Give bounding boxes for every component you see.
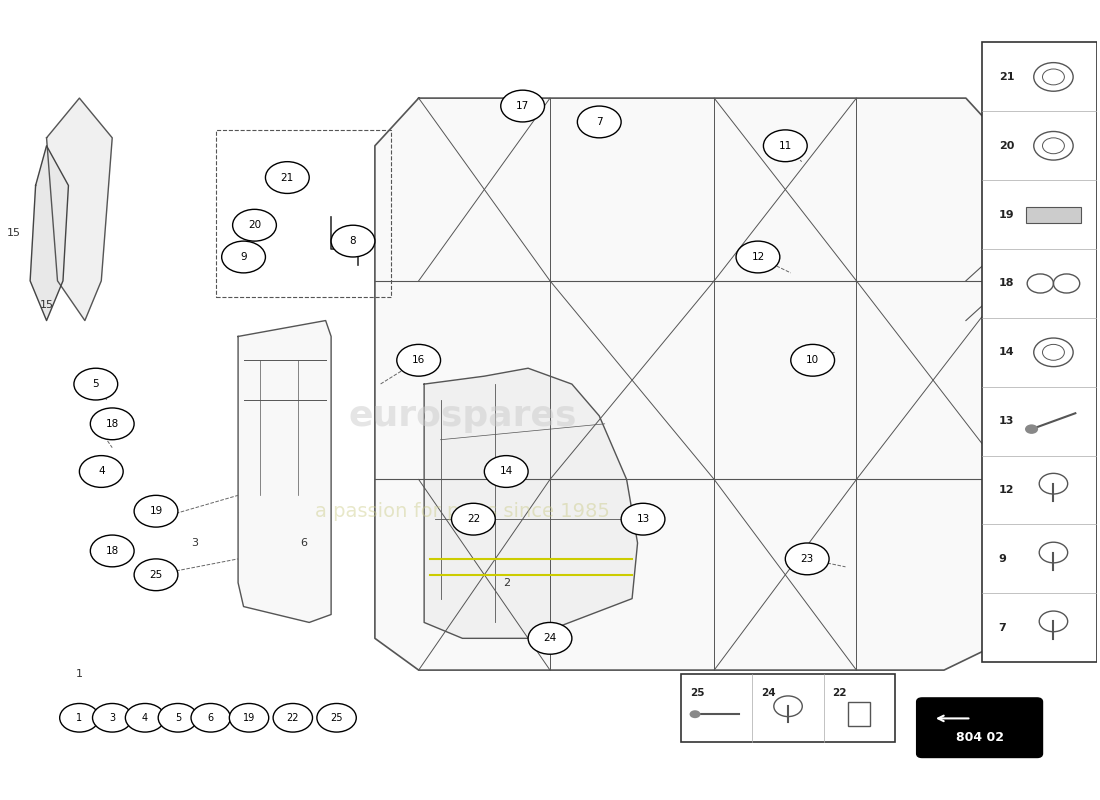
Circle shape bbox=[74, 368, 118, 400]
Text: 18: 18 bbox=[106, 546, 119, 556]
Text: 20: 20 bbox=[999, 141, 1014, 150]
Text: 25: 25 bbox=[150, 570, 163, 580]
Text: 12: 12 bbox=[999, 485, 1014, 495]
Text: 1: 1 bbox=[76, 669, 82, 679]
Text: 7: 7 bbox=[596, 117, 603, 127]
Circle shape bbox=[736, 241, 780, 273]
Text: 19: 19 bbox=[999, 210, 1014, 220]
Circle shape bbox=[791, 344, 835, 376]
FancyBboxPatch shape bbox=[916, 698, 1043, 758]
Text: 24: 24 bbox=[543, 634, 557, 643]
Circle shape bbox=[90, 408, 134, 440]
Text: 17: 17 bbox=[516, 101, 529, 111]
Text: 22: 22 bbox=[833, 688, 847, 698]
Circle shape bbox=[621, 503, 664, 535]
Text: 14: 14 bbox=[499, 466, 513, 477]
Circle shape bbox=[578, 106, 621, 138]
Text: 15: 15 bbox=[40, 300, 54, 310]
Text: 10: 10 bbox=[806, 355, 820, 366]
Text: 3: 3 bbox=[109, 713, 116, 722]
Circle shape bbox=[222, 241, 265, 273]
Circle shape bbox=[59, 703, 99, 732]
Text: 25: 25 bbox=[330, 713, 343, 722]
Circle shape bbox=[317, 703, 356, 732]
Text: 18: 18 bbox=[999, 278, 1014, 289]
Text: 804 02: 804 02 bbox=[956, 731, 1003, 744]
Bar bbox=[217, 130, 392, 297]
Bar bbox=[681, 674, 894, 742]
Polygon shape bbox=[238, 321, 331, 622]
Text: 22: 22 bbox=[466, 514, 480, 524]
Circle shape bbox=[134, 495, 178, 527]
Bar bbox=[1026, 206, 1081, 222]
Circle shape bbox=[125, 703, 165, 732]
Text: 11: 11 bbox=[779, 141, 792, 150]
Circle shape bbox=[763, 130, 807, 162]
Text: 9: 9 bbox=[240, 252, 246, 262]
Circle shape bbox=[785, 543, 829, 574]
Text: 9: 9 bbox=[999, 554, 1007, 564]
Text: 6: 6 bbox=[300, 538, 307, 548]
Circle shape bbox=[90, 535, 134, 567]
Text: 6: 6 bbox=[208, 713, 213, 722]
Text: 3: 3 bbox=[190, 538, 198, 548]
Text: 2: 2 bbox=[503, 578, 509, 588]
Text: eurospares: eurospares bbox=[349, 399, 576, 433]
Text: 16: 16 bbox=[412, 355, 426, 366]
Polygon shape bbox=[46, 98, 112, 321]
Text: a passion for parts since 1985: a passion for parts since 1985 bbox=[315, 502, 609, 521]
Text: 21: 21 bbox=[999, 72, 1014, 82]
Text: 18: 18 bbox=[106, 419, 119, 429]
Text: 22: 22 bbox=[287, 713, 299, 722]
Circle shape bbox=[273, 703, 312, 732]
Text: 15: 15 bbox=[7, 228, 21, 238]
Circle shape bbox=[232, 210, 276, 241]
Text: 13: 13 bbox=[999, 416, 1014, 426]
Circle shape bbox=[265, 162, 309, 194]
Circle shape bbox=[451, 503, 495, 535]
Text: 19: 19 bbox=[243, 713, 255, 722]
Text: 21: 21 bbox=[280, 173, 294, 182]
Circle shape bbox=[1025, 424, 1038, 434]
Polygon shape bbox=[30, 146, 68, 321]
Circle shape bbox=[690, 710, 701, 718]
Text: 5: 5 bbox=[92, 379, 99, 389]
Polygon shape bbox=[375, 98, 1010, 670]
Circle shape bbox=[79, 456, 123, 487]
Text: 25: 25 bbox=[690, 688, 705, 698]
Text: 13: 13 bbox=[637, 514, 650, 524]
Text: 4: 4 bbox=[142, 713, 148, 722]
Circle shape bbox=[484, 456, 528, 487]
Text: 5: 5 bbox=[175, 713, 182, 722]
Text: 1: 1 bbox=[76, 713, 82, 722]
Text: 23: 23 bbox=[801, 554, 814, 564]
Circle shape bbox=[92, 703, 132, 732]
Bar bbox=[848, 702, 870, 726]
Circle shape bbox=[158, 703, 198, 732]
Circle shape bbox=[191, 703, 230, 732]
Text: 19: 19 bbox=[150, 506, 163, 516]
Circle shape bbox=[229, 703, 268, 732]
Circle shape bbox=[397, 344, 441, 376]
Text: 24: 24 bbox=[761, 688, 776, 698]
Text: 12: 12 bbox=[751, 252, 764, 262]
Text: 8: 8 bbox=[350, 236, 356, 246]
Polygon shape bbox=[425, 368, 638, 638]
Circle shape bbox=[500, 90, 544, 122]
Text: 7: 7 bbox=[999, 622, 1007, 633]
Circle shape bbox=[528, 622, 572, 654]
Text: 20: 20 bbox=[248, 220, 261, 230]
Circle shape bbox=[331, 226, 375, 257]
Bar bbox=[982, 42, 1097, 662]
Circle shape bbox=[134, 559, 178, 590]
Text: 4: 4 bbox=[98, 466, 104, 477]
Text: 14: 14 bbox=[999, 347, 1014, 358]
